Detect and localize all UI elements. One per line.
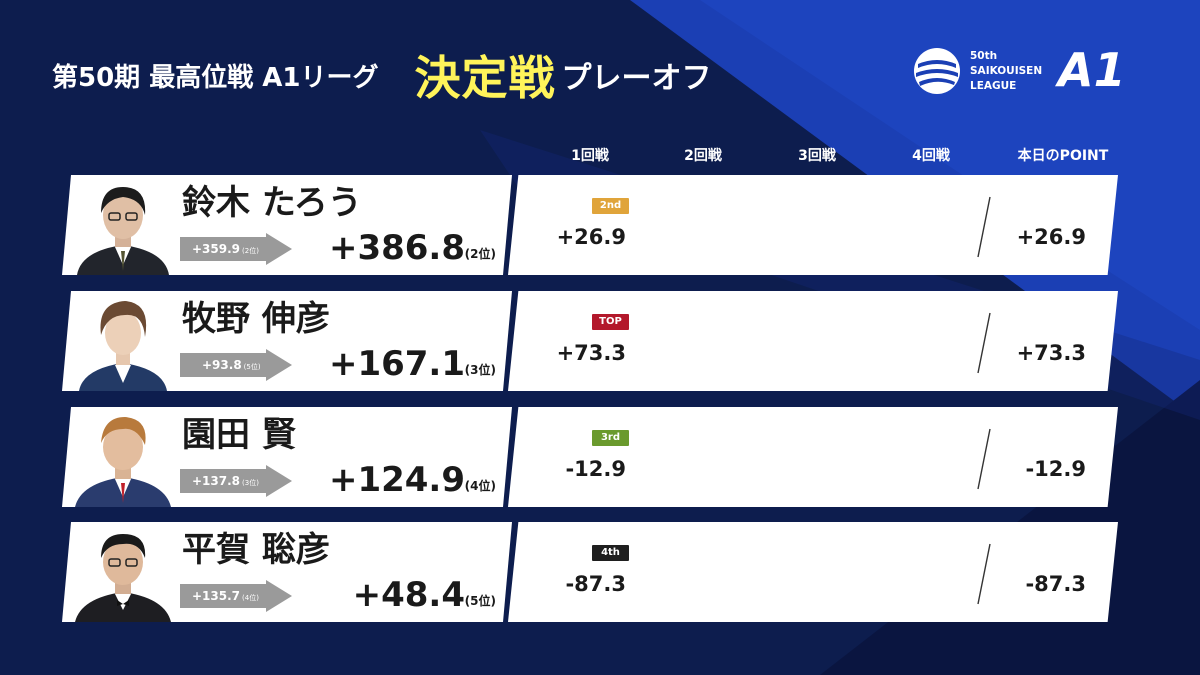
logo-line-3: LEAGUE: [970, 80, 1017, 92]
league-logo-text: 50th SAIKOUISEN LEAGUE: [970, 49, 1042, 94]
column-header-game1: 1回戦: [571, 148, 609, 164]
day-point: +26.9: [1016, 225, 1086, 249]
day-point: -87.3: [1025, 572, 1086, 596]
total-rank: (2位): [464, 247, 496, 261]
player-name: 鈴木 たろう: [182, 183, 362, 223]
player-row: 鈴木 たろう +359.9 (2位) +386.8 (2位) 2nd +26.9 …: [0, 175, 1200, 275]
player-photo-icon: [75, 417, 171, 507]
column-header-game2: 2回戦: [684, 148, 722, 164]
player-photo-icon: [79, 301, 167, 391]
title-suffix: プレーオフ: [561, 61, 712, 96]
game-rank-badge: 3rd: [592, 430, 629, 446]
player-row: 平賀 聡彦 +135.7 (4位) +48.4 (5位) 4th -87.3 -8…: [0, 522, 1200, 622]
previous-score: +137.8 (3位): [192, 474, 259, 488]
divider-slash-icon: [977, 428, 991, 490]
player-name: 園田 賢: [182, 415, 296, 455]
previous-score-arrow-icon: [180, 233, 292, 265]
previous-score-arrow-icon: [180, 349, 292, 381]
total-score: +386.8: [328, 228, 465, 268]
player-row: 園田 賢 +137.8 (3位) +124.9 (4位) 3rd -12.9 -1…: [0, 407, 1200, 507]
previous-score-arrow-icon: [180, 465, 292, 497]
game-rank-badge: 2nd: [592, 198, 629, 214]
total-score: +167.1: [328, 344, 465, 384]
page-title: 第50期 最高位戦 A1リーグ 決定戦 プレーオフ: [52, 40, 712, 110]
divider-slash-icon: [977, 543, 991, 605]
day-point: -12.9: [1025, 457, 1086, 481]
total-rank: (4位): [464, 479, 496, 493]
previous-score: +359.9 (2位): [192, 242, 259, 256]
column-header-day-point: 本日のPOINT: [1017, 148, 1109, 164]
score-panel: [508, 407, 1118, 507]
game-rank-badge: TOP: [592, 314, 629, 330]
logo-a1-mark: A1: [1058, 43, 1126, 97]
player-photo-icon: [77, 187, 169, 275]
score-panel: [508, 175, 1118, 275]
game-rank-badge: 4th: [592, 545, 629, 561]
day-point: +73.3: [1016, 341, 1086, 365]
column-header-game4: 4回戦: [912, 148, 950, 164]
total-rank: (3位): [464, 363, 496, 377]
player-row: 牧野 伸彦 +93.8 (5位) +167.1 (3位) TOP +73.3 +7…: [0, 291, 1200, 391]
league-logo-mark-icon: [914, 48, 960, 94]
player-name-panel: 鈴木 たろう +359.9 (2位) +386.8 (2位): [62, 175, 512, 275]
previous-score: +135.7 (4位): [192, 589, 259, 603]
logo-line-1: 50th: [970, 50, 998, 62]
previous-score: +93.8 (5位): [202, 358, 261, 372]
game1-score: -87.3: [565, 572, 626, 596]
player-name: 牧野 伸彦: [182, 299, 330, 339]
league-logo: 50th SAIKOUISEN LEAGUE A1: [912, 43, 1127, 98]
total-score: +48.4: [352, 575, 465, 615]
title-prefix: 第50期 最高位戦 A1リーグ: [52, 62, 379, 93]
score-panel: [508, 522, 1118, 622]
player-name: 平賀 聡彦: [182, 530, 330, 570]
player-name-panel: 平賀 聡彦 +135.7 (4位) +48.4 (5位): [62, 522, 512, 622]
column-header-game3: 3回戦: [798, 148, 836, 164]
player-photo-icon: [75, 534, 171, 622]
score-panel: [508, 291, 1118, 391]
game1-score: -12.9: [565, 457, 626, 481]
divider-slash-icon: [977, 312, 991, 374]
game1-score: +73.3: [556, 341, 626, 365]
total-rank: (5位): [464, 594, 496, 608]
player-name-panel: 園田 賢 +137.8 (3位) +124.9 (4位): [62, 407, 512, 507]
logo-line-2: SAIKOUISEN: [970, 65, 1043, 77]
total-score: +124.9: [328, 460, 465, 500]
divider-slash-icon: [977, 196, 991, 258]
title-main: 決定戦: [414, 51, 556, 105]
game1-score: +26.9: [556, 225, 626, 249]
player-name-panel: 牧野 伸彦 +93.8 (5位) +167.1 (3位): [62, 291, 512, 391]
previous-score-arrow-icon: [180, 580, 292, 612]
